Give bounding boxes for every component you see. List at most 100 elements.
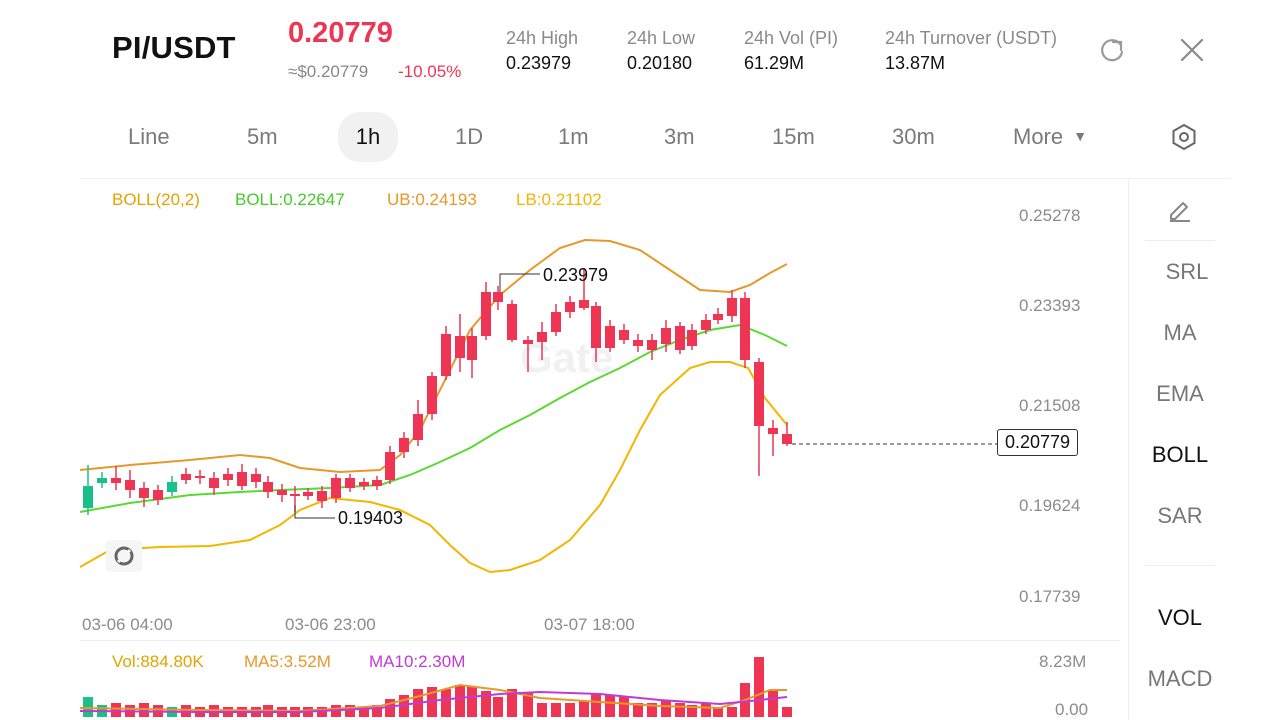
candle-body <box>277 490 287 495</box>
volume-bar <box>782 707 792 717</box>
tab-3m[interactable]: 3m <box>664 124 695 149</box>
candle <box>727 290 737 322</box>
candle-body <box>675 326 685 350</box>
tab-1m[interactable]: 1m <box>558 124 589 149</box>
price-axis-label: 0.19624 <box>1019 496 1081 515</box>
candle-body <box>111 478 121 483</box>
tab-5m[interactable]: 5m <box>247 124 278 149</box>
candle <box>507 300 517 342</box>
sidebar-item-ma[interactable]: MA <box>1163 320 1197 345</box>
candle-body <box>619 330 629 340</box>
time-axis-label: 03-06 23:00 <box>285 615 376 634</box>
tab-1d[interactable]: 1D <box>455 124 484 149</box>
candle <box>209 472 219 495</box>
candle-body <box>687 330 697 346</box>
high-price-label: 0.23979 <box>543 265 608 285</box>
candle-body <box>565 302 575 312</box>
candle <box>372 476 382 490</box>
boll-mid: BOLL:0.22647 <box>235 190 345 209</box>
candle-body <box>399 438 409 452</box>
refresh-icon[interactable] <box>1098 36 1126 64</box>
volume-bar <box>675 703 685 717</box>
candle <box>359 478 369 490</box>
boll-lb: LB:0.21102 <box>516 190 602 209</box>
candle <box>111 466 121 490</box>
price-axis-label: 0.25278 <box>1019 206 1081 225</box>
volume-bar <box>317 707 327 717</box>
sidebar-item-srl[interactable]: SRL <box>1165 259 1209 284</box>
candle-body <box>209 478 219 488</box>
stat-low-label: 24h Low <box>627 28 696 48</box>
tab-1h[interactable]: 1h <box>338 112 398 162</box>
sidebar-item-macd[interactable]: MACD <box>1147 666 1213 691</box>
candle <box>591 302 601 362</box>
pencil-icon[interactable] <box>1166 195 1194 223</box>
vol-ma10: MA10:2.30M <box>369 652 466 671</box>
candle-body <box>701 320 711 330</box>
candle-body <box>167 482 177 492</box>
low-marker-line <box>294 505 335 519</box>
candle-body <box>263 482 273 492</box>
candle <box>537 322 547 360</box>
candle-body <box>481 292 491 336</box>
volume-bar <box>372 705 382 717</box>
sidebar-item-boll[interactable]: BOLL <box>1151 442 1209 467</box>
chart-logo-svg <box>114 546 134 566</box>
sidebar-item-sar[interactable]: SAR <box>1157 503 1203 528</box>
candle <box>153 485 163 505</box>
candle-body <box>413 414 423 440</box>
candle-body <box>605 326 615 348</box>
candle-body <box>251 474 261 482</box>
close-icon[interactable] <box>1178 36 1206 64</box>
candle <box>277 484 287 502</box>
price-axis-label: 0.21508 <box>1019 396 1081 415</box>
candle <box>413 400 423 446</box>
hexagon-settings-icon[interactable] <box>1170 123 1198 151</box>
candle <box>647 334 657 360</box>
candle-body <box>427 376 437 414</box>
candle <box>167 476 177 496</box>
current-price-tag: 0.20779 <box>997 429 1079 456</box>
candle <box>523 336 533 372</box>
stat-high-label: 24h High <box>506 28 579 48</box>
sidebar-item-ema[interactable]: EMA <box>1156 381 1204 406</box>
candle-body <box>290 494 300 496</box>
volume-bar <box>359 707 369 717</box>
candle-body <box>372 480 382 486</box>
candle-body <box>223 474 233 480</box>
candle <box>83 465 93 515</box>
candle-body <box>467 336 477 360</box>
candle-body <box>181 474 191 480</box>
candle <box>317 486 327 508</box>
candle <box>687 324 697 350</box>
volume-bar <box>619 697 629 717</box>
candle <box>181 468 191 484</box>
candle <box>579 268 589 310</box>
boll-upper-band <box>79 238 788 474</box>
boll-mid-band <box>79 323 788 513</box>
tab-30m[interactable]: 30m <box>892 124 935 149</box>
candle-body <box>768 428 778 434</box>
candle-body <box>139 488 149 498</box>
settings-icon-svg <box>1172 123 1196 151</box>
tab-more[interactable]: More ▼ <box>1013 124 1087 150</box>
volume-bar <box>399 695 409 717</box>
candle <box>195 470 205 484</box>
stat-turnover-label: 24h Turnover (USDT) <box>885 28 1058 48</box>
volume-bar <box>507 689 517 717</box>
candle <box>223 468 233 486</box>
candle <box>675 322 685 354</box>
candle <box>768 420 778 456</box>
volume-bar <box>754 657 764 717</box>
candle-body <box>153 490 163 500</box>
tab-line[interactable]: Line <box>128 124 170 149</box>
candle <box>427 372 437 420</box>
volume-bar <box>493 697 503 717</box>
candle-body <box>493 292 503 302</box>
candle-body <box>385 452 395 480</box>
candle <box>551 304 561 336</box>
volume-bar <box>385 699 395 717</box>
sidebar-item-vol[interactable]: VOL <box>1157 605 1203 630</box>
tab-15m[interactable]: 15m <box>772 124 815 149</box>
